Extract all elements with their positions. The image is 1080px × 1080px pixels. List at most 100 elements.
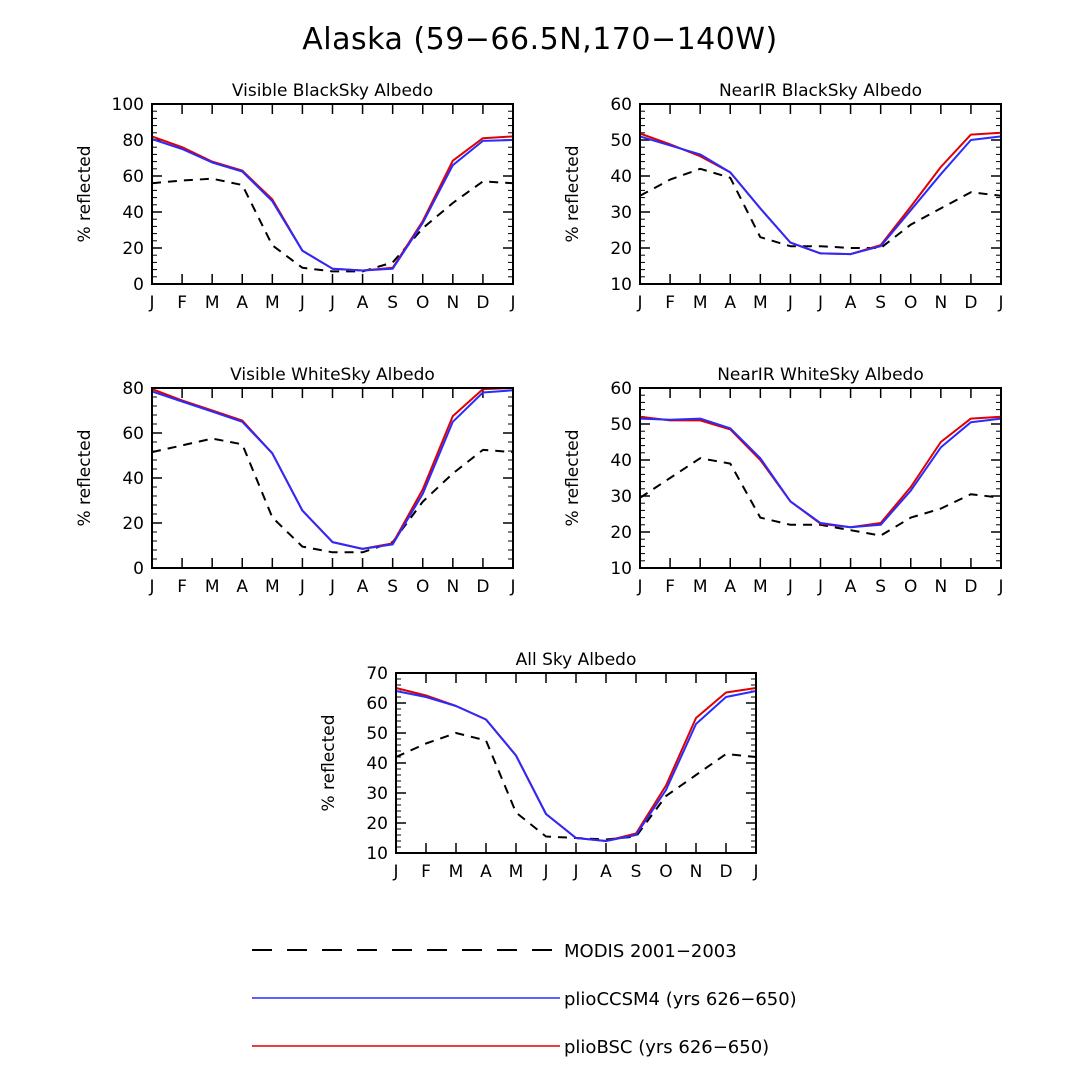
x-tick-label: F: [177, 577, 187, 597]
x-tick-label: A: [236, 577, 248, 597]
x-tick-label: F: [665, 293, 675, 313]
y-tick-label: 50: [610, 415, 632, 435]
y-tick-label: 40: [610, 451, 632, 471]
y-tick-label: 60: [122, 167, 144, 187]
x-tick-label: M: [753, 577, 768, 597]
y-tick-label: 0: [133, 275, 144, 295]
x-tick-label: D: [476, 293, 489, 313]
x-tick-label: A: [724, 293, 736, 313]
x-tick-label: S: [631, 862, 642, 882]
y-tick-label: 10: [610, 559, 632, 579]
y-tick-label: 80: [122, 131, 144, 151]
x-tick-label: D: [964, 293, 977, 313]
x-tick-label: J: [817, 293, 823, 313]
y-tick-label: 40: [122, 203, 144, 223]
x-tick-label: F: [665, 577, 675, 597]
series-line-bsc: [395, 687, 757, 842]
y-tick-label: 40: [122, 469, 144, 489]
x-tick-label: A: [480, 862, 492, 882]
series-line-ccsm4: [639, 417, 1002, 529]
y-tick-label: 10: [610, 275, 632, 295]
x-tick-label: M: [449, 862, 464, 882]
series-line-ccsm4: [151, 389, 514, 550]
series-line-ccsm4: [395, 690, 757, 842]
x-tick-label: A: [724, 577, 736, 597]
x-tick-label: M: [265, 293, 280, 313]
x-tick-label: D: [476, 577, 489, 597]
y-axis-label: % reflected: [75, 429, 95, 526]
x-tick-label: J: [636, 577, 642, 597]
series-line-ccsm4: [151, 138, 514, 272]
x-tick-label: J: [787, 293, 793, 313]
y-tick-label: 60: [610, 379, 632, 399]
plot-frame: [151, 103, 514, 285]
x-tick-label: O: [659, 862, 672, 882]
y-tick-label: 30: [366, 784, 388, 804]
x-tick-label: J: [392, 862, 398, 882]
series-line-bsc: [151, 135, 514, 272]
x-tick-label: O: [416, 293, 429, 313]
y-tick-label: 60: [610, 95, 632, 115]
y-tick-label: 30: [610, 487, 632, 507]
x-tick-label: M: [693, 293, 708, 313]
chart-title: All Sky Albedo: [516, 650, 637, 670]
y-tick-label: 0: [133, 559, 144, 579]
x-tick-label: N: [934, 293, 947, 313]
x-tick-label: M: [753, 293, 768, 313]
x-tick-label: J: [299, 577, 305, 597]
x-tick-label: A: [357, 577, 369, 597]
x-tick-label: O: [416, 577, 429, 597]
x-tick-label: J: [752, 862, 758, 882]
x-tick-label: J: [572, 862, 578, 882]
x-tick-label: O: [904, 577, 917, 597]
y-tick-label: 60: [122, 424, 144, 444]
x-tick-label: F: [421, 862, 431, 882]
y-tick-label: 40: [366, 754, 388, 774]
series-line-modis: [639, 167, 1002, 249]
x-tick-label: S: [387, 577, 398, 597]
x-tick-label: M: [265, 577, 280, 597]
y-axis-label: % reflected: [75, 145, 95, 242]
y-tick-label: 70: [366, 664, 388, 684]
x-tick-label: J: [787, 577, 793, 597]
y-tick-label: 80: [122, 379, 144, 399]
x-tick-label: A: [357, 293, 369, 313]
x-tick-label: J: [997, 293, 1003, 313]
x-tick-label: J: [329, 577, 335, 597]
x-tick-label: J: [329, 293, 335, 313]
x-tick-label: J: [509, 577, 515, 597]
x-tick-label: D: [719, 862, 732, 882]
legend-label-2: plioBSC (yrs 626−650): [564, 1037, 769, 1058]
plot-frame: [395, 672, 757, 854]
x-tick-label: S: [875, 293, 886, 313]
chart-title: Visible WhiteSky Albedo: [230, 365, 435, 385]
x-tick-label: J: [148, 577, 154, 597]
y-tick-label: 20: [610, 239, 632, 259]
x-tick-label: J: [817, 577, 823, 597]
x-tick-label: M: [693, 577, 708, 597]
x-tick-label: M: [205, 577, 220, 597]
plot-frame: [151, 387, 514, 569]
x-tick-label: A: [600, 862, 612, 882]
x-tick-label: M: [205, 293, 220, 313]
series-line-modis: [395, 732, 757, 841]
x-tick-label: N: [690, 862, 703, 882]
x-tick-label: J: [542, 862, 548, 882]
x-tick-label: A: [236, 293, 248, 313]
x-tick-label: J: [636, 293, 642, 313]
legend-label-1: plioCCSM4 (yrs 626−650): [564, 989, 797, 1010]
y-tick-label: 40: [610, 167, 632, 187]
series-line-modis: [639, 457, 1002, 537]
y-tick-label: 20: [122, 514, 144, 534]
series-line-ccsm4: [639, 135, 1002, 256]
x-tick-label: N: [446, 293, 459, 313]
y-tick-label: 30: [610, 203, 632, 223]
x-tick-label: A: [845, 577, 857, 597]
chart-title: Visible BlackSky Albedo: [232, 81, 433, 101]
x-tick-label: J: [299, 293, 305, 313]
